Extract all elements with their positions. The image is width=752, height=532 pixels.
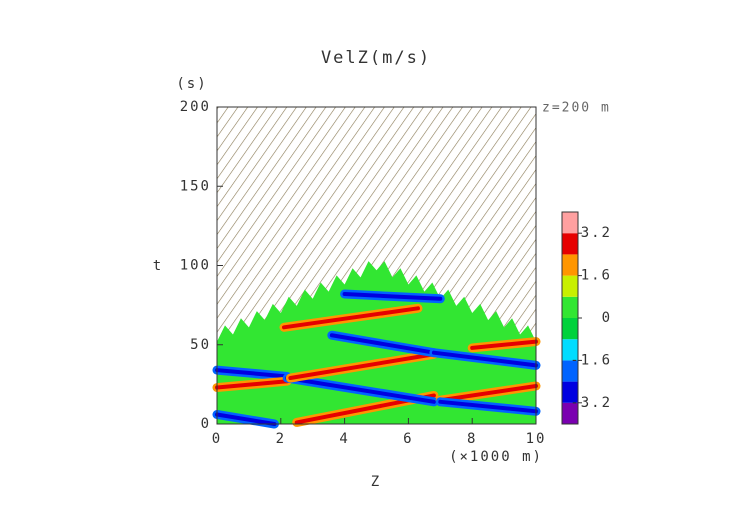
colorbar-segment <box>562 360 578 382</box>
streak <box>329 333 436 355</box>
x-tick-label: 0 <box>212 431 222 447</box>
streak <box>215 368 290 379</box>
y-tick-label: 150 <box>180 178 211 194</box>
colorbar-segment <box>562 275 578 297</box>
streak <box>215 412 277 426</box>
y-tick-label: 0 <box>201 416 211 432</box>
streak <box>285 376 436 404</box>
chart-title: VelZ(m/s) <box>321 48 431 68</box>
x-tick-label: 10 <box>526 431 547 447</box>
x-unit: (×1000 m) <box>449 449 543 465</box>
colorbar-segment <box>562 318 578 340</box>
y-axis-label: t <box>153 258 163 274</box>
colorbar-segment <box>562 381 578 403</box>
hatched-region <box>217 107 536 342</box>
streak <box>438 399 538 414</box>
colorbar-segment <box>562 212 578 234</box>
streak <box>281 306 420 330</box>
y-unit: (s) <box>176 76 207 92</box>
colorbar-tick-label: 0 <box>602 310 612 326</box>
annotation: z=200 m <box>542 101 611 116</box>
streak <box>431 350 538 368</box>
colorbar-tick-label: 3.2 <box>581 225 612 241</box>
colorbar-segment <box>562 339 578 361</box>
colorbar-segment <box>562 254 578 276</box>
x-tick-label: 2 <box>276 431 286 447</box>
y-tick-label: 50 <box>190 337 211 353</box>
colorbar-segment <box>562 296 578 318</box>
x-tick-label: 4 <box>339 431 349 447</box>
colorbar-tick-label: -3.2 <box>570 395 612 411</box>
x-axis-label: Z <box>371 474 381 490</box>
colorbar-tick-label: 1.6 <box>581 268 612 284</box>
streak <box>470 339 538 350</box>
colorbar-tick-label: -1.6 <box>570 352 612 368</box>
x-tick-label: 8 <box>467 431 477 447</box>
colorbar-segment <box>562 233 578 255</box>
y-tick-label: 100 <box>180 258 211 274</box>
streak <box>438 383 538 403</box>
streak <box>288 352 436 381</box>
streak <box>342 292 443 301</box>
streak <box>215 379 290 390</box>
y-tick-label: 200 <box>180 99 211 115</box>
x-tick-label: 6 <box>403 431 413 447</box>
colorbar-segment <box>562 402 578 424</box>
